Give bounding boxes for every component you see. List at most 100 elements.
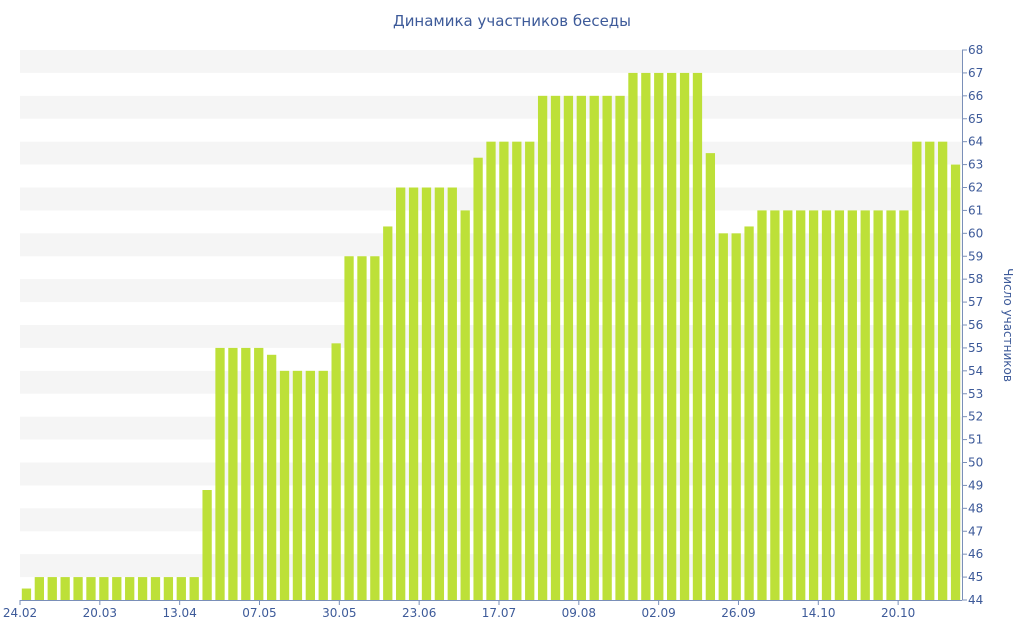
y-tick-label: 50 — [968, 456, 983, 470]
bar — [60, 577, 70, 600]
y-tick-label: 52 — [968, 410, 983, 424]
y-tick-label: 48 — [968, 501, 983, 515]
bar — [589, 95, 599, 600]
bar — [937, 141, 948, 600]
bar — [73, 577, 83, 600]
bar — [241, 347, 251, 600]
bar — [821, 210, 832, 600]
x-tick-label: 30.05 — [322, 606, 356, 620]
bar — [279, 370, 290, 600]
bar — [834, 210, 845, 600]
bar — [163, 577, 174, 600]
bar — [744, 226, 754, 601]
bar — [654, 72, 664, 600]
y-tick-label: 60 — [968, 226, 983, 240]
bar — [125, 577, 135, 600]
y-tick-label: 61 — [968, 203, 983, 217]
chart-title: Динамика участников беседы — [392, 12, 632, 30]
bar — [228, 347, 238, 600]
bar — [434, 187, 445, 600]
bar — [563, 95, 574, 600]
bar — [770, 210, 780, 600]
y-tick-label: 67 — [968, 66, 983, 80]
y-tick-label: 44 — [968, 593, 983, 607]
bar — [550, 95, 561, 600]
bar — [176, 577, 186, 600]
y-tick-label: 65 — [968, 112, 983, 126]
bar — [641, 72, 651, 600]
bar — [873, 210, 883, 600]
bar — [447, 187, 457, 600]
x-tick-label: 14.10 — [801, 606, 835, 620]
bar — [370, 256, 380, 600]
bar — [331, 343, 341, 600]
x-tick-label: 07.05 — [242, 606, 276, 620]
bar — [525, 141, 535, 600]
y-tick-label: 51 — [968, 433, 983, 447]
y-tick-label: 49 — [968, 478, 983, 492]
bar — [99, 577, 109, 600]
bar — [602, 95, 612, 600]
bar — [318, 370, 328, 600]
y-tick-label: 53 — [968, 387, 983, 401]
bar — [21, 588, 32, 600]
bar — [305, 370, 315, 600]
bar — [886, 210, 896, 600]
bar — [860, 210, 870, 600]
bar — [757, 210, 767, 600]
y-tick-label: 64 — [968, 135, 983, 149]
bar — [796, 210, 806, 600]
y-tick-label: 66 — [968, 89, 983, 103]
bar — [718, 233, 728, 601]
y-tick-label: 63 — [968, 158, 983, 172]
x-tick-label: 26.09 — [721, 606, 755, 620]
bar — [808, 210, 819, 600]
y-tick-label: 55 — [968, 341, 983, 355]
bar — [47, 577, 57, 600]
bar — [344, 256, 354, 600]
bar — [112, 577, 122, 600]
bar — [396, 187, 406, 600]
x-tick-label: 23.06 — [402, 606, 436, 620]
bar — [576, 95, 586, 600]
x-tick-label: 20.03 — [83, 606, 117, 620]
bar — [486, 141, 496, 600]
bar — [215, 347, 225, 600]
grid-band — [20, 95, 962, 119]
bar — [421, 187, 432, 600]
bar — [912, 141, 922, 600]
y-tick-label: 56 — [968, 318, 983, 332]
x-tick-label: 20.10 — [881, 606, 915, 620]
y-tick-label: 46 — [968, 547, 983, 561]
bar — [847, 210, 857, 600]
y-tick-label: 57 — [968, 295, 983, 309]
bar — [679, 72, 690, 600]
x-tick-label: 24.02 — [3, 606, 37, 620]
x-tick-label: 13.04 — [162, 606, 196, 620]
bar — [292, 370, 303, 600]
y-tick-label: 62 — [968, 181, 983, 195]
bar — [925, 141, 935, 600]
bar — [705, 153, 716, 600]
bar — [254, 347, 264, 600]
y-tick-label: 54 — [968, 364, 983, 378]
bar — [266, 354, 277, 600]
x-tick-label: 17.07 — [482, 606, 516, 620]
y-tick-label: 58 — [968, 272, 983, 286]
bar — [408, 187, 419, 600]
bar — [615, 95, 625, 600]
bar — [731, 233, 741, 601]
bar — [86, 577, 96, 600]
grid-band — [20, 50, 962, 73]
bar — [460, 210, 470, 600]
bar — [667, 72, 677, 600]
bar — [357, 256, 367, 600]
y-tick-label: 45 — [968, 570, 983, 584]
y-axis-title: Число участников — [1001, 268, 1015, 382]
x-tick-label: 09.08 — [562, 606, 596, 620]
bar — [202, 490, 212, 600]
bar — [512, 141, 522, 600]
bar — [783, 210, 793, 600]
bar — [137, 577, 148, 600]
